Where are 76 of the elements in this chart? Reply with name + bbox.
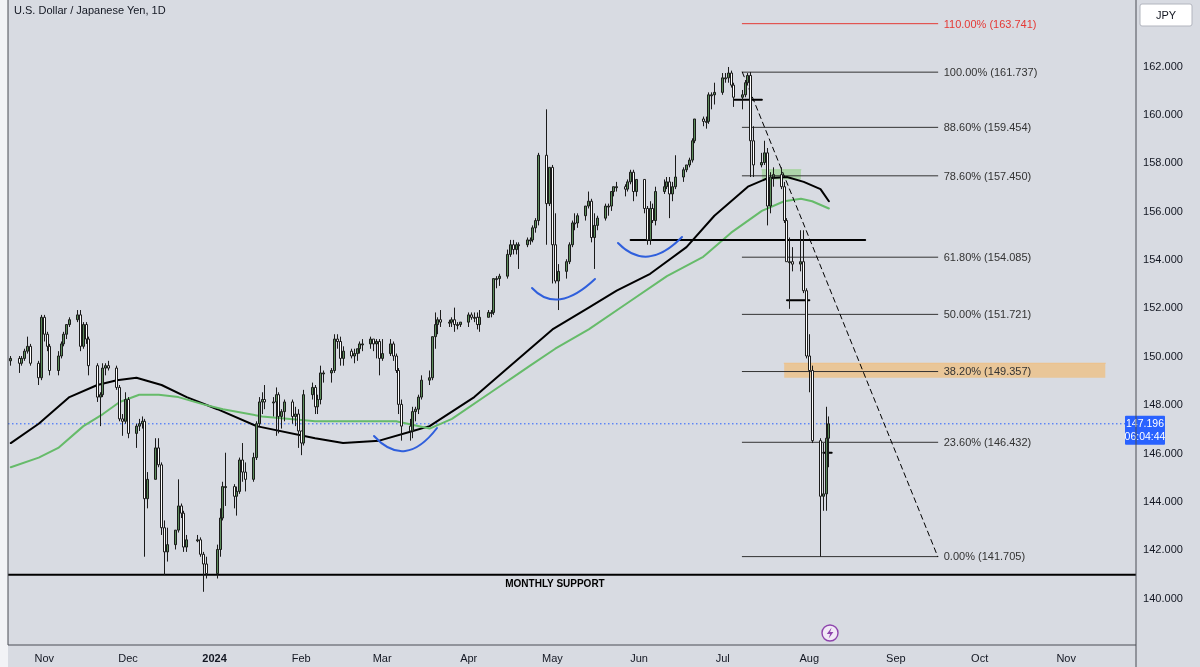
x-tick-label: Jul xyxy=(715,652,730,664)
candlestick xyxy=(350,348,353,359)
x-tick-label: Mar xyxy=(372,652,392,664)
candlestick xyxy=(682,166,685,183)
ref-line-label: MONTHLY SUPPORT xyxy=(505,577,605,589)
x-tick-label: Feb xyxy=(291,652,311,664)
chart-title: U.S. Dollar / Japanese Yen, 1D xyxy=(14,4,166,16)
candlestick xyxy=(154,437,157,480)
candlestick xyxy=(545,108,548,246)
series-label: 61.80% (154.085) xyxy=(943,251,1032,264)
x-tick-label: Nov xyxy=(34,652,55,664)
line-series xyxy=(9,197,830,469)
series-label: 50.00% (151.721) xyxy=(943,308,1032,321)
x-tick-label: Dec xyxy=(118,652,139,664)
candlestick xyxy=(127,396,130,439)
candlestick xyxy=(369,336,372,350)
candlestick xyxy=(512,239,515,255)
candlestick xyxy=(487,309,490,318)
series-label: 110.00% (163.741) xyxy=(943,17,1037,30)
x-tick-label: Nov xyxy=(1056,652,1077,664)
candlestick xyxy=(9,355,12,367)
candlestick xyxy=(668,176,671,219)
candlestick xyxy=(498,273,501,287)
y-tick-label: 144.000 xyxy=(1143,494,1183,507)
y-tick-label: 158.000 xyxy=(1143,156,1183,169)
candlestick xyxy=(713,82,716,105)
series-label: 78.60% (157.450) xyxy=(943,169,1032,182)
y-tick-label: 140.000 xyxy=(1143,591,1183,604)
series-label: 38.20% (149.357) xyxy=(943,365,1032,378)
candlestick xyxy=(604,203,607,222)
candlestick xyxy=(615,181,618,193)
y-tick-label: 162.000 xyxy=(1143,59,1183,72)
candlestick xyxy=(389,338,392,357)
y-tick-label: 152.000 xyxy=(1143,301,1183,314)
candlestick xyxy=(819,437,822,558)
x-tick-label: Sep xyxy=(886,652,906,664)
candlestick xyxy=(727,66,730,84)
y-tick-label: 160.000 xyxy=(1143,108,1183,120)
candlestick xyxy=(40,314,43,381)
y-tick-label: 156.000 xyxy=(1143,204,1183,217)
ref-line-label: 147.196 06:04:44 xyxy=(1124,416,1166,442)
candlestick xyxy=(467,311,470,328)
candlestick xyxy=(353,348,356,364)
candlestick xyxy=(291,399,294,425)
y-tick-label: 154.000 xyxy=(1143,253,1183,266)
candlestick xyxy=(632,169,635,202)
series-label: 0.00% (141.705) xyxy=(943,550,1026,563)
candlestick xyxy=(702,116,705,127)
y-tick-label: 142.000 xyxy=(1143,543,1183,556)
candlestick xyxy=(551,164,554,284)
candlestick xyxy=(79,309,82,352)
y-tick-label: 150.000 xyxy=(1143,349,1183,362)
y-axis-title: JPY xyxy=(1155,8,1177,21)
y-tick-label: 148.000 xyxy=(1143,398,1183,411)
candlestick xyxy=(721,72,724,96)
x-tick-label: May xyxy=(542,652,564,664)
candlestick xyxy=(339,336,342,367)
candlestick xyxy=(107,360,110,372)
x-tick-label: Apr xyxy=(460,652,478,664)
series-label: 23.60% (146.432) xyxy=(943,436,1032,449)
series-label: 88.60% (159.454) xyxy=(943,121,1032,134)
candlestick xyxy=(135,423,138,449)
series-label: 100.00% (161.737) xyxy=(943,65,1038,78)
candlestick xyxy=(378,338,381,376)
candlestick xyxy=(459,321,462,328)
candlestick xyxy=(576,212,579,229)
candlestick xyxy=(749,71,752,178)
x-tick-label: Jun xyxy=(630,652,648,664)
x-tick-label: Oct xyxy=(971,652,989,664)
candlestick xyxy=(526,236,529,248)
candlestick xyxy=(361,338,364,352)
candlestick xyxy=(654,186,657,226)
y-tick-label: 146.000 xyxy=(1143,446,1183,459)
x-tick-label: 2024 xyxy=(202,652,228,664)
candlestick xyxy=(453,307,456,333)
x-tick-label: Aug xyxy=(799,652,820,664)
